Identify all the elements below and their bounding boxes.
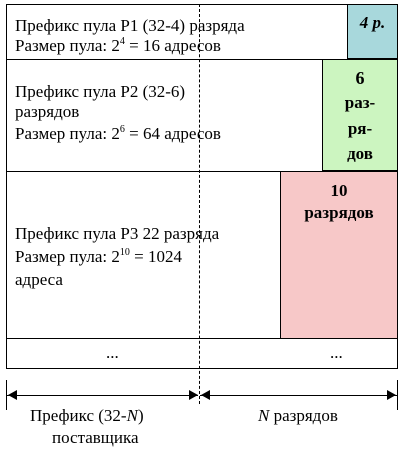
pool-p2-bits-line-4: дов	[347, 144, 373, 163]
row-separator-3	[6, 338, 398, 339]
pool-p2-size-text: Размер пула: 26 = 64 адресов	[15, 124, 221, 144]
pool-p2-bits-line-1: 6	[355, 68, 365, 88]
pool-p3-bits-line-2: разрядов	[304, 203, 374, 222]
pool-p3-bits-line-1: 10	[330, 181, 348, 200]
arrowhead-left-2	[201, 390, 210, 400]
pool-p2-bits-line-2: раз-	[344, 93, 376, 112]
provider-prefix-arrow	[7, 395, 198, 396]
pool-p3-exponent: 10	[119, 247, 130, 258]
pool-p2-size-suffix: = 64 адресов	[124, 124, 221, 143]
row-separator-1	[6, 59, 398, 60]
pool-p3-prefix-text: Префикс пула P3 22 разряда	[15, 224, 220, 243]
pool-p1-size-suffix: = 16 адресов	[124, 36, 221, 55]
provider-boundary-line	[199, 4, 200, 404]
pool-p3-size-prefix: Размер пула: 2	[15, 247, 120, 266]
n-bits-label-var: N	[258, 406, 270, 425]
pool-p2-exponent: 6	[119, 124, 125, 135]
n-bits-label-suffix: разрядов	[269, 406, 338, 425]
pool-p3-bits-box: 10 разрядов	[280, 171, 398, 339]
arrowhead-right-2	[387, 390, 396, 400]
pool-p2-bits-box: 6 раз- ря- дов	[322, 59, 398, 171]
provider-prefix-label-a: Префикс (32-	[30, 406, 127, 425]
row-separator-2	[6, 171, 398, 172]
pool-p2-bits-line-3: ря-	[347, 119, 373, 138]
dimension-tick-left	[6, 380, 7, 410]
pool-p1-exponent: 4	[119, 36, 125, 47]
pool-p1-size-prefix: Размер пула: 2	[15, 36, 120, 55]
n-bits-label: N разрядов	[258, 406, 338, 426]
ellipsis-right: ...	[330, 343, 343, 362]
dimension-tick-right	[397, 380, 398, 410]
pool-p1-bits-box: 4 р.	[347, 4, 398, 59]
pool-p3-size-text: Размер пула: 210 = 1024	[15, 247, 182, 267]
ellipsis-left: ...	[106, 343, 119, 362]
pool-p2-prefix-text: Префикс пула P2 (32-6)	[15, 82, 186, 101]
provider-prefix-label-2: поставщика	[52, 428, 139, 447]
pool-p1-size-text: Размер пула: 24 = 16 адресов	[15, 36, 221, 56]
provider-prefix-label-b: )	[137, 406, 144, 425]
pool-p2-prefix-text-2: разрядов	[15, 102, 80, 121]
provider-prefix-label-var: N	[126, 406, 138, 425]
arrowhead-right-1	[189, 390, 198, 400]
n-bits-arrow	[200, 395, 397, 396]
pool-p1-prefix-text: Префикс пула P1 (32-4) разряда	[15, 16, 245, 35]
pool-p3-extra-text: адреса	[15, 270, 63, 289]
provider-prefix-label: Префикс (32-N)	[30, 406, 144, 426]
pool-p3-size-suffix: = 1024	[129, 247, 182, 266]
pool-p2-size-prefix: Размер пула: 2	[15, 124, 120, 143]
arrowhead-left-1	[8, 390, 17, 400]
